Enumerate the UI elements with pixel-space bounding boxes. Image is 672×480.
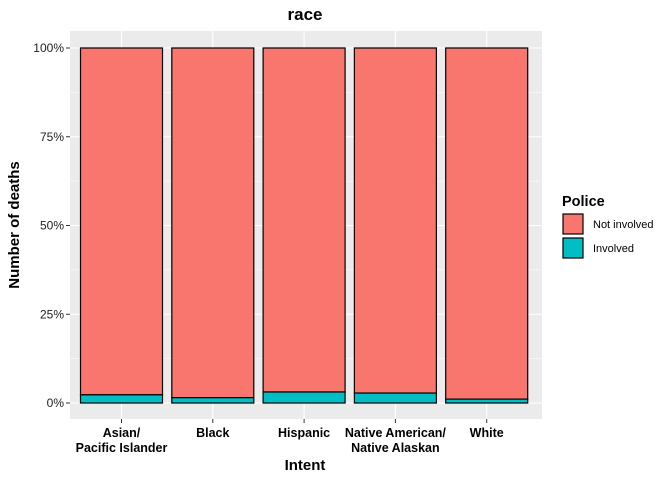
bar-involved <box>171 397 255 404</box>
legend-label: Involved <box>593 243 634 255</box>
legend-swatch <box>562 237 584 259</box>
legend-label: Not involved <box>593 219 654 231</box>
bar-involved <box>353 392 437 404</box>
bar-involved <box>79 394 164 404</box>
y-axis-title: Number of deaths <box>6 161 23 289</box>
bar-involved <box>445 398 529 404</box>
x-axis: Asian/Pacific Islander Black Hispanic Nativ… <box>76 419 504 455</box>
x-tick-label: Asian/Pacific Islander <box>76 426 168 455</box>
x-tick-label: Hispanic <box>278 426 330 440</box>
bar-not-involved <box>262 47 346 393</box>
x-tick-label: White <box>470 426 504 440</box>
y-tick-label: 0% <box>47 396 65 410</box>
y-tick-label: 50% <box>40 219 64 233</box>
chart-title: race <box>288 5 323 24</box>
x-axis-title: Intent <box>285 457 326 474</box>
x-tick-label: Native American/Native Alaskan <box>345 426 446 455</box>
bar-not-involved <box>353 47 437 394</box>
bars <box>79 47 529 404</box>
bar-involved <box>262 391 346 404</box>
legend: Police Not involved Involved <box>562 194 654 259</box>
legend-swatch <box>562 213 584 235</box>
legend-title: Police <box>562 194 605 210</box>
y-tick-label: 75% <box>40 130 64 144</box>
y-axis: 0% 25% 50% 75% 100% <box>33 41 70 410</box>
x-tick-label: Black <box>196 426 229 440</box>
y-tick-label: 100% <box>33 41 64 55</box>
bar-not-involved <box>79 47 164 396</box>
bar-not-involved <box>445 47 529 400</box>
bar-not-involved <box>171 47 255 399</box>
y-tick-label: 25% <box>40 307 64 321</box>
